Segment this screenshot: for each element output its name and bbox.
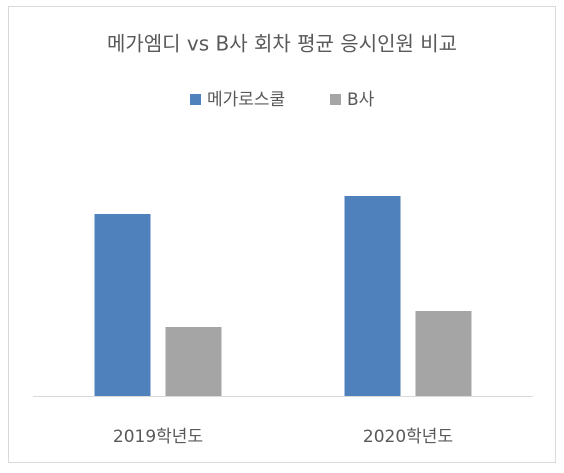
chart-title: 메가엠디 vs B사 회차 평균 응시인원 비교 <box>107 32 457 56</box>
x-tick-label: 2020학년도 <box>363 427 453 447</box>
bar <box>344 196 401 396</box>
chart-border <box>8 6 556 463</box>
bar <box>94 214 151 396</box>
bar <box>415 311 472 396</box>
bar <box>165 327 222 396</box>
legend-swatch <box>190 94 201 105</box>
x-tick-label: 2019학년도 <box>113 427 203 447</box>
legend-label: B사 <box>347 90 375 110</box>
legend-label: 메가로스쿨 <box>207 90 285 110</box>
legend-swatch <box>330 94 341 105</box>
